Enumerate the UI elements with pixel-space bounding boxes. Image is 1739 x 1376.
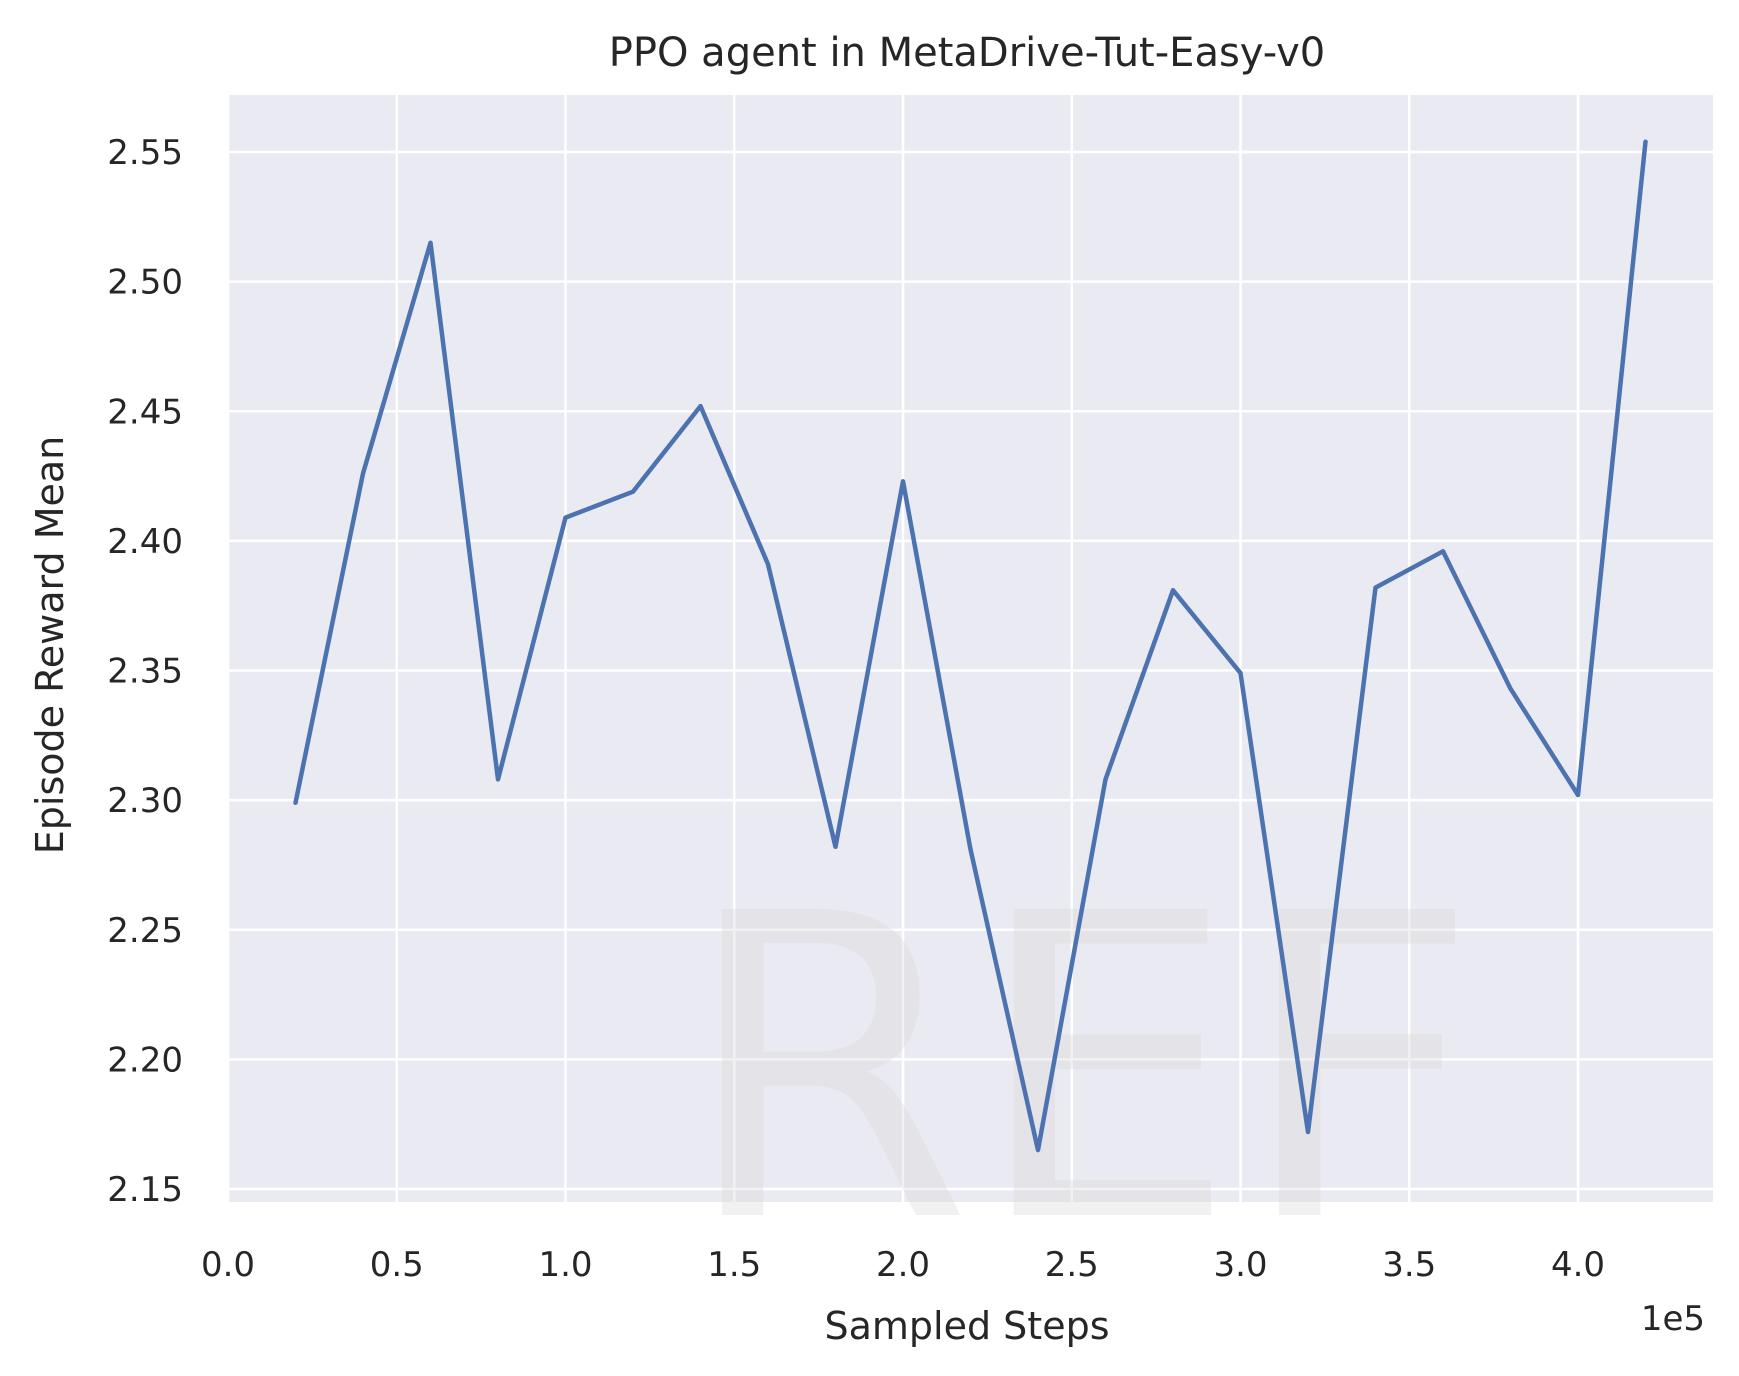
x-tick-label: 3.0 (1213, 1245, 1267, 1285)
y-tick-labels: 2.15 2.20 2.25 2.30 2.35 2.40 2.45 2.50 2.55 (107, 133, 183, 1210)
y-axis-label: Episode Reward Mean (28, 436, 72, 854)
x-tick-label: 4.0 (1551, 1245, 1605, 1285)
data-series (293, 139, 1648, 1153)
y-tick-label: 2.30 (107, 781, 183, 821)
plot-background (228, 95, 1713, 1202)
x-axis-offset-label: 1e5 (1641, 1299, 1705, 1339)
chart-title: PPO agent in MetaDrive-Tut-Easy-v0 (609, 30, 1326, 76)
y-tick-label: 2.20 (107, 1040, 183, 1080)
series-line (293, 139, 1648, 1153)
y-tick-label: 2.35 (107, 652, 183, 692)
x-tick-label: 1.0 (538, 1245, 592, 1285)
y-tick-label: 2.55 (107, 133, 183, 173)
y-tick-label: 2.25 (107, 911, 183, 951)
x-axis-label: Sampled Steps (825, 1304, 1110, 1348)
x-tick-label: 0.0 (201, 1245, 255, 1285)
grid-lines (226, 95, 1713, 1202)
x-tick-label: 2.0 (876, 1245, 930, 1285)
x-tick-label: 2.5 (1045, 1245, 1099, 1285)
x-tick-label: 3.5 (1382, 1245, 1436, 1285)
y-tick-label: 2.40 (107, 522, 183, 562)
x-tick-label: 1.5 (707, 1245, 761, 1285)
y-tick-label: 2.50 (107, 263, 183, 303)
y-tick-label: 2.45 (107, 392, 183, 432)
x-tick-labels: 0.0 0.5 1.0 1.5 2.0 2.5 3.0 3.5 4.0 (201, 1245, 1605, 1285)
x-tick-label: 0.5 (370, 1245, 424, 1285)
y-tick-label: 2.15 (107, 1170, 183, 1210)
watermark: REF (681, 826, 1480, 1315)
